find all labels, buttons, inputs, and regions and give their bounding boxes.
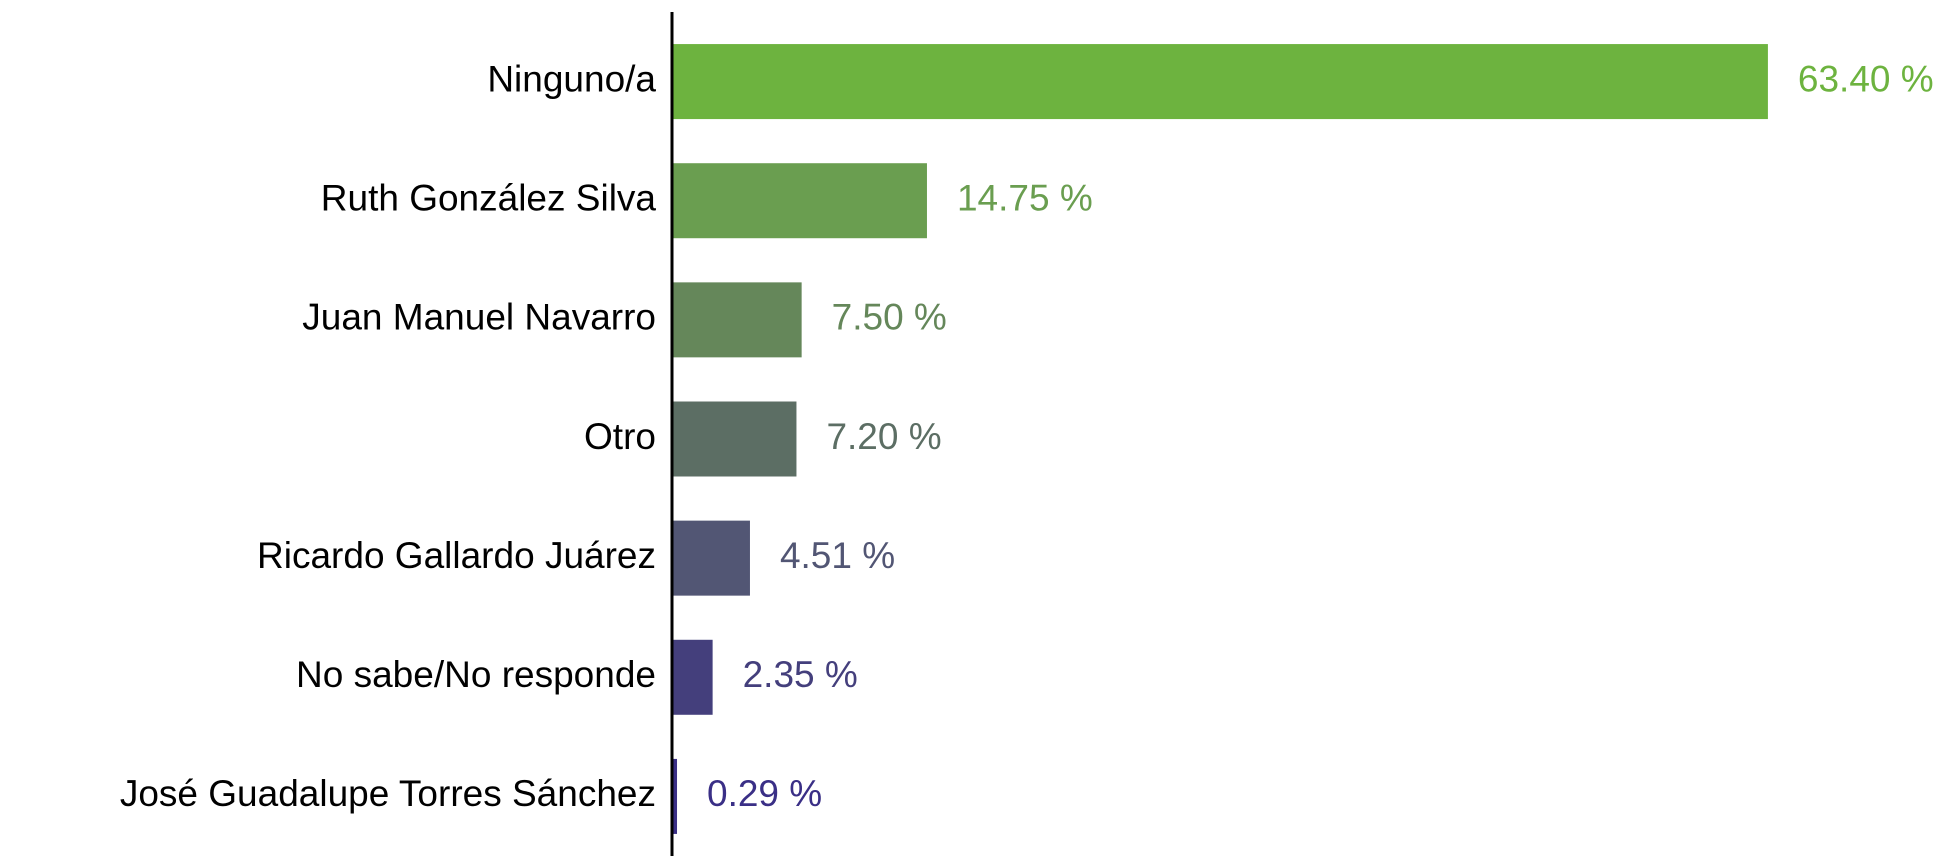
category-label: Ninguno/a bbox=[487, 58, 656, 99]
bar bbox=[672, 401, 797, 477]
category-label: José Guadalupe Torres Sánchez bbox=[120, 773, 656, 814]
category-label: Otro bbox=[584, 416, 656, 457]
bar bbox=[672, 282, 802, 358]
value-label: 4.51 % bbox=[780, 535, 895, 576]
value-label: 0.29 % bbox=[707, 773, 822, 814]
category-label: No sabe/No responde bbox=[296, 654, 656, 695]
value-label: 63.40 % bbox=[1798, 58, 1934, 99]
bar bbox=[672, 163, 927, 239]
bar bbox=[672, 758, 678, 834]
category-label: Ricardo Gallardo Juárez bbox=[257, 535, 656, 576]
category-label: Ruth González Silva bbox=[321, 177, 657, 218]
category-label: Juan Manuel Navarro bbox=[302, 297, 656, 338]
value-label: 7.50 % bbox=[832, 297, 947, 338]
bar bbox=[672, 44, 1768, 120]
value-label: 14.75 % bbox=[957, 177, 1093, 218]
value-label: 7.20 % bbox=[826, 416, 941, 457]
bar bbox=[672, 639, 713, 715]
bar bbox=[672, 520, 750, 596]
value-label: 2.35 % bbox=[743, 654, 858, 695]
